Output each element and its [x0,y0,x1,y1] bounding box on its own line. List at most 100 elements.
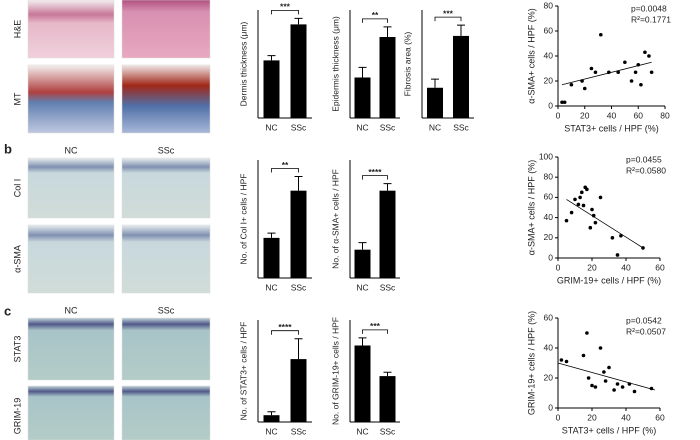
significance-label: ** [282,160,289,170]
point [602,370,606,374]
image [121,0,211,59]
y-tick-label: 80 [544,0,554,10]
point [573,197,577,202]
y-axis-label: No. of STAT3+ cells / HPF [238,322,248,421]
point [593,220,598,225]
point [612,388,616,392]
point [589,66,594,71]
point [643,50,647,55]
x-tick-label: 40 [607,110,617,120]
significance-bracket [271,330,299,335]
panel-letter: c [4,303,11,318]
x-tick-label: 20 [587,412,597,422]
error-bar [383,26,392,37]
bar [379,190,396,278]
x-tick-label: 20 [587,262,597,272]
x-tick-label: 80 [660,110,670,120]
point [564,359,569,364]
significance-label: ** [372,10,379,20]
y-tick-label: 80 [544,171,554,181]
y-axis-label: α-SMA+ cells / HPF (%) [526,8,536,103]
error-bar [267,232,276,238]
image [121,224,211,294]
x-tick-label: SSc [380,122,396,132]
bar [290,359,307,422]
column-label: NC [65,145,78,155]
significance-label: **** [368,167,382,177]
bar [263,60,280,118]
x-tick-label: NC [356,282,368,292]
bar [263,237,280,278]
image [121,64,211,134]
y-tick-label: 60 [544,25,554,35]
point [562,100,567,105]
y-axis-label: Epidermis thickness (μm) [330,16,340,112]
image [27,317,115,381]
y-tick-label: 60 [544,192,554,202]
y-axis-label: Fibrosis area (%) [402,31,412,96]
error-bar [431,78,439,88]
point [607,365,611,370]
point [603,379,608,383]
error-bar [358,242,367,250]
image [27,385,115,440]
point [633,70,638,75]
y-axis-label: No. of GRIM-19+ cells / HPF [330,317,340,425]
x-tick-label: SSc [291,282,307,292]
bar [290,190,307,278]
y-tick-label: 100 [539,151,553,161]
x-axis-label: STAT3+ cells / HPF (%) [562,425,656,435]
x-tick-label: NC [265,426,277,436]
annotation: R²=0.0507 [626,326,666,336]
x-tick-label: 0 [556,412,561,422]
point [581,203,586,208]
significance-label: *** [280,2,291,12]
column-label: SSc [158,145,175,155]
column-label: NC [65,305,78,315]
y-tick-label: 40 [544,212,554,222]
significance-bracket [362,175,388,180]
bar [263,415,280,422]
point [564,218,569,223]
point [582,86,587,91]
bar [379,376,396,422]
y-tick-label: 40 [544,50,554,60]
error-bar [457,24,465,36]
x-tick-label: 20 [580,110,590,120]
x-tick-label: SSc [453,122,469,132]
x-tick-label: SSc [291,122,307,132]
error-bar [358,66,367,78]
point [623,60,627,65]
x-tick-label: 40 [621,262,631,272]
point [632,389,637,394]
y-tick-label: 20 [544,75,554,85]
bar [427,87,443,118]
significance-label: **** [278,322,292,332]
bar [290,24,307,118]
y-axis-label: No. of Col I+ cells / HPF [238,174,248,265]
y-tick-label: 0 [548,100,553,110]
image [27,224,115,294]
point [581,353,586,358]
point [569,82,574,87]
x-tick-label: NC [429,122,441,132]
y-tick-label: 40 [544,342,554,352]
annotation: p=0.0048 [631,3,667,13]
significance-bracket [362,329,388,334]
y-axis-label: No. of α-SMA+ cells / HPF [330,169,340,269]
point [598,346,603,350]
micrographs [27,0,211,440]
error-bar [358,337,367,346]
y-tick-label: 0 [548,252,553,262]
x-tick-label: 60 [634,110,644,120]
image [27,157,115,219]
y-axis-label: Dermis thickness (μm) [238,21,248,106]
x-tick-label: SSc [291,426,307,436]
x-tick-label: SSc [380,282,396,292]
point [585,331,589,335]
point [647,54,651,58]
annotation: R²=0.1771 [631,14,671,24]
x-tick-label: SSc [380,426,396,436]
y-tick-label: 0 [548,402,553,412]
panel-letter: b [4,141,12,156]
